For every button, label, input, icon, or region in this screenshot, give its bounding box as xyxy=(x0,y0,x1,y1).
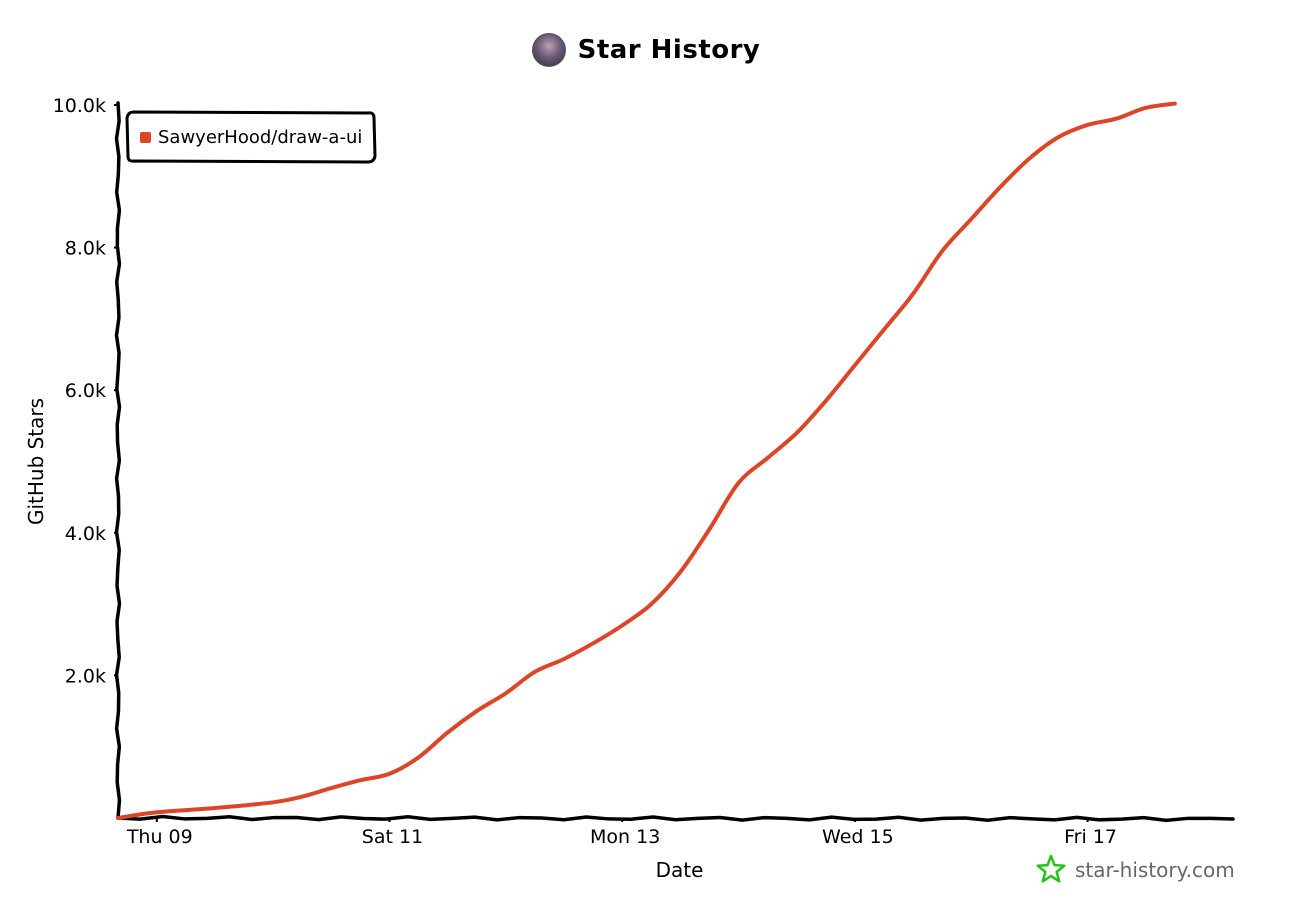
x-axis-line xyxy=(116,814,1235,823)
watermark-link[interactable]: star-history.com xyxy=(1075,858,1235,882)
y-tick-label: 8.0k xyxy=(65,238,106,260)
axes xyxy=(114,101,1235,823)
chart-header: Star History xyxy=(0,28,1292,72)
tick-labels: 2.0k 4.0k 6.0k 8.0k 10.0k Thu 09 Sat 11 Mon 13 W… xyxy=(24,95,1117,882)
series-lines xyxy=(116,101,1177,820)
x-tick-label: Thu 09 xyxy=(126,826,193,848)
y-axis-label: GitHub Stars xyxy=(24,398,48,525)
legend-box xyxy=(125,110,377,164)
legend: SawyerHood/draw-a-ui xyxy=(125,110,377,164)
x-tick-label: Mon 13 xyxy=(590,826,660,848)
x-axis-label: Date xyxy=(656,858,704,882)
series-line-0 xyxy=(116,101,1177,820)
chart-title: Star History xyxy=(577,35,761,65)
y-tick-label: 10.0k xyxy=(53,95,106,117)
x-tick-label: Wed 15 xyxy=(822,826,894,848)
y-tick-label: 4.0k xyxy=(65,523,106,545)
y-axis-line xyxy=(114,101,122,820)
y-tick-label: 6.0k xyxy=(65,380,106,402)
legend-swatch xyxy=(140,132,151,143)
legend-label: SawyerHood/draw-a-ui xyxy=(158,127,362,148)
watermark[interactable]: star-history.com xyxy=(1036,854,1235,883)
x-tick-label: Sat 11 xyxy=(362,826,423,848)
star-outline-icon xyxy=(1036,854,1066,883)
y-tick-label: 2.0k xyxy=(65,665,106,687)
repo-owner-avatar xyxy=(531,33,566,67)
x-tick-label: Fri 17 xyxy=(1064,826,1117,848)
